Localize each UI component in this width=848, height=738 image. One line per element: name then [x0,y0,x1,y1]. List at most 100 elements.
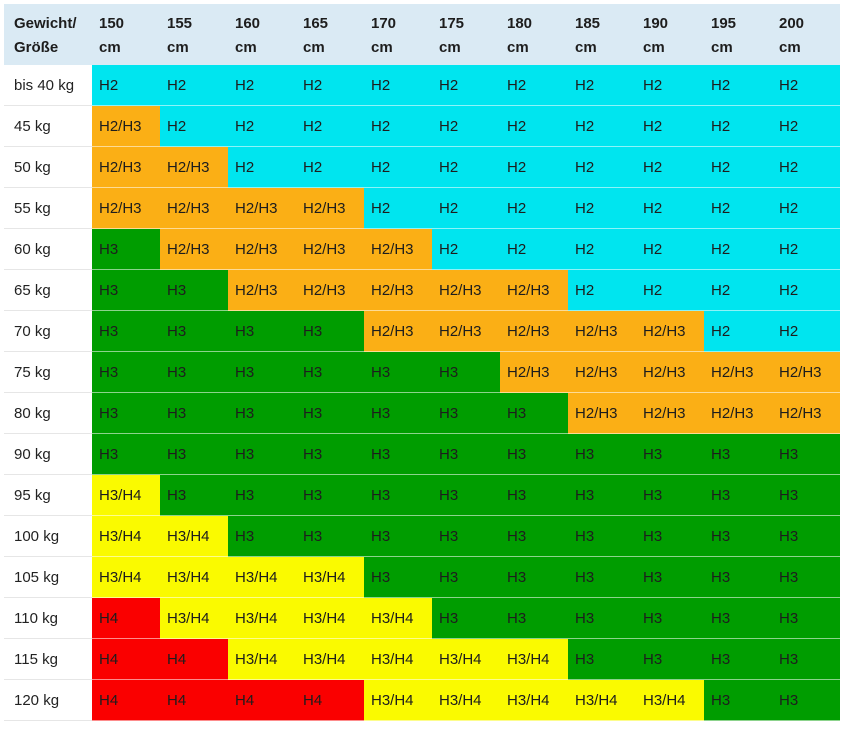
hardness-cell: H3 [296,352,364,393]
hardness-cell: H2 [772,147,840,188]
hardness-cell: H3 [296,311,364,352]
hardness-cell: H2 [772,188,840,229]
hardness-cell: H3 [364,516,432,557]
hardness-cell: H2 [772,106,840,147]
hardness-cell: H2 [636,65,704,106]
hardness-cell: H3 [500,393,568,434]
hardness-cell: H2/H3 [228,229,296,270]
hardness-cell: H2 [160,106,228,147]
hardness-cell: H2/H3 [636,311,704,352]
hardness-cell: H3 [772,516,840,557]
hardness-cell: H3 [568,516,636,557]
hardness-cell: H2/H3 [568,311,636,352]
hardness-cell: H2 [772,229,840,270]
hardness-cell: H2 [772,65,840,106]
hardness-cell: H2/H3 [432,270,500,311]
hardness-cell: H2 [432,106,500,147]
hardness-cell: H2 [432,188,500,229]
hardness-cell: H3 [636,434,704,475]
column-header-165-cm: 165 cm [296,4,364,65]
row-label-75-kg: 75 kg [4,352,92,393]
hardness-cell: H3 [772,434,840,475]
hardness-cell: H3/H4 [364,598,432,639]
hardness-cell: H2 [704,270,772,311]
hardness-cell: H4 [92,680,160,721]
hardness-cell: H2 [432,229,500,270]
hardness-cell: H3 [432,516,500,557]
hardness-cell: H4 [296,680,364,721]
hardness-cell: H2/H3 [636,352,704,393]
hardness-cell: H4 [228,680,296,721]
hardness-cell: H3/H4 [228,557,296,598]
hardness-cell: H2 [568,147,636,188]
hardness-cell: H2 [296,65,364,106]
hardness-cell: H2 [364,106,432,147]
hardness-cell: H2 [92,65,160,106]
hardness-cell: H3 [296,516,364,557]
hardness-cell: H2 [704,106,772,147]
row-label-100-kg: 100 kg [4,516,92,557]
hardness-cell: H2/H3 [500,311,568,352]
hardness-cell: H3 [500,598,568,639]
hardness-cell: H2 [568,65,636,106]
hardness-cell: H3 [500,516,568,557]
hardness-cell: H2/H3 [500,352,568,393]
hardness-cell: H2 [568,106,636,147]
hardness-cell: H3 [772,557,840,598]
hardness-cell: H3 [568,434,636,475]
hardness-cell: H3 [92,270,160,311]
row-label-55-kg: 55 kg [4,188,92,229]
hardness-cell: H3 [228,516,296,557]
hardness-cell: H3/H4 [636,680,704,721]
hardness-cell: H2/H3 [432,311,500,352]
row-label-120-kg: 120 kg [4,680,92,721]
hardness-cell: H2 [296,147,364,188]
hardness-cell: H3 [160,434,228,475]
hardness-cell: H3 [772,475,840,516]
hardness-cell: H2/H3 [636,393,704,434]
hardness-cell: H2 [228,106,296,147]
hardness-cell: H2 [704,311,772,352]
hardness-cell: H3 [636,557,704,598]
hardness-cell: H3 [228,393,296,434]
hardness-cell: H4 [160,680,228,721]
hardness-cell: H3 [160,475,228,516]
hardness-cell: H2 [500,229,568,270]
hardness-cell: H3 [92,352,160,393]
hardness-cell: H3 [568,639,636,680]
hardness-cell: H3 [160,270,228,311]
hardness-cell: H3 [636,598,704,639]
hardness-cell: H3 [228,352,296,393]
hardness-cell: H2 [500,65,568,106]
hardness-cell: H2/H3 [160,147,228,188]
hardness-cell: H3 [92,434,160,475]
hardness-cell: H2/H3 [296,229,364,270]
row-label-115-kg: 115 kg [4,639,92,680]
row-label-45-kg: 45 kg [4,106,92,147]
hardness-cell: H3 [568,598,636,639]
column-header-190-cm: 190 cm [636,4,704,65]
hardness-cell: H2/H3 [160,188,228,229]
hardness-cell: H3 [432,557,500,598]
hardness-cell: H3 [364,557,432,598]
hardness-cell: H2 [568,229,636,270]
row-label-80-kg: 80 kg [4,393,92,434]
hardness-cell: H2/H3 [568,352,636,393]
hardness-cell: H2/H3 [500,270,568,311]
hardness-cell: H3 [228,475,296,516]
hardness-cell: H3 [160,311,228,352]
hardness-cell: H2 [772,270,840,311]
hardness-cell: H3 [160,393,228,434]
hardness-cell: H2/H3 [228,188,296,229]
hardness-cell: H3/H4 [296,557,364,598]
hardness-cell: H3 [500,434,568,475]
hardness-cell: H3 [228,434,296,475]
hardness-cell: H3 [228,311,296,352]
hardness-cell: H4 [160,639,228,680]
hardness-cell: H3/H4 [160,598,228,639]
hardness-cell: H2 [432,65,500,106]
column-header-200-cm: 200 cm [772,4,840,65]
hardness-cell: H3 [364,393,432,434]
row-label-60-kg: 60 kg [4,229,92,270]
hardness-cell: H2 [228,147,296,188]
